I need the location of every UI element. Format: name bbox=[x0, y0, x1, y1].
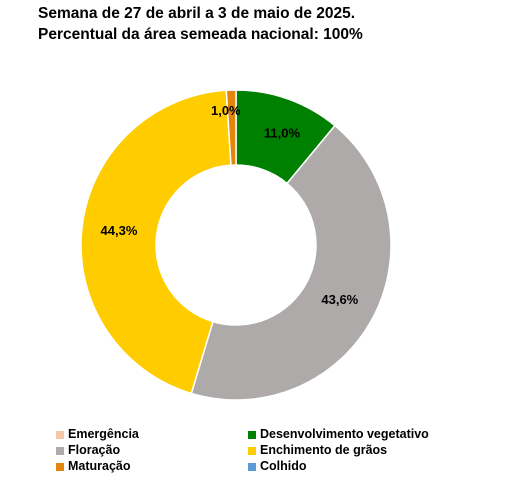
chart-title: Semana de 27 de abril a 3 de maio de 202… bbox=[38, 3, 363, 45]
legend-label: Floração bbox=[68, 443, 121, 457]
legend-item-maturacao: Maturação bbox=[56, 459, 248, 474]
legend: Emergência Desenvolvimento vegetativo Flor… bbox=[56, 427, 476, 474]
legend-label: Enchimento de grãos bbox=[260, 443, 388, 457]
slice-maturacao bbox=[225, 89, 237, 166]
slices-group bbox=[80, 89, 392, 401]
legend-swatch bbox=[56, 462, 64, 471]
legend-label: Maturação bbox=[68, 459, 131, 473]
data-label-floracao: 43,6% bbox=[321, 292, 358, 307]
data-label-enchimento-de-graos: 44,3% bbox=[101, 223, 138, 238]
legend-item-floracao: Floração bbox=[56, 443, 248, 458]
legend-swatch bbox=[248, 446, 256, 455]
slice-enchimento-de-graos bbox=[80, 89, 232, 395]
data-label-maturacao: 1,0% bbox=[211, 103, 241, 118]
legend-item-colhido: Colhido bbox=[248, 459, 476, 474]
legend-item-desenvolvimento-vegetativo: Desenvolvimento vegetativo bbox=[248, 427, 476, 442]
legend-swatch bbox=[56, 430, 64, 439]
labels-group: 11,0% 43,6% 44,3% 1,0% bbox=[101, 103, 359, 307]
legend-swatch bbox=[56, 446, 64, 455]
title-line-1: Semana de 27 de abril a 3 de maio de 202… bbox=[38, 5, 356, 22]
legend-item-enchimento-de-graos: Enchimento de grãos bbox=[248, 443, 476, 458]
legend-swatch bbox=[248, 462, 256, 471]
legend-label: Emergência bbox=[68, 427, 139, 441]
legend-label: Desenvolvimento vegetativo bbox=[260, 427, 429, 441]
data-label-desenvolvimento-vegetativo: 11,0% bbox=[264, 126, 301, 141]
legend-item-emergencia: Emergência bbox=[56, 427, 248, 442]
title-line-2: Percentual da área semeada nacional: 100… bbox=[38, 26, 363, 43]
legend-label: Colhido bbox=[260, 459, 307, 473]
legend-swatch bbox=[248, 430, 256, 439]
slice-floracao bbox=[190, 124, 392, 401]
